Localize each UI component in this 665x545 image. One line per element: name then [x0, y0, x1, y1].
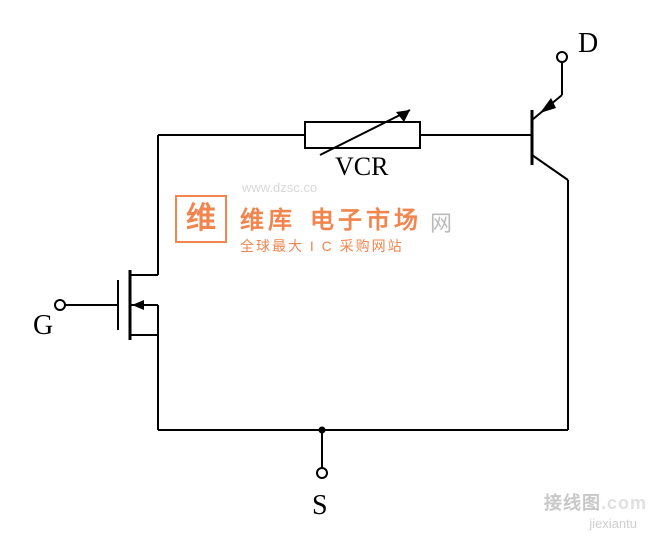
label-g: G [33, 310, 53, 342]
bjt-emitter-arrow [540, 98, 556, 113]
watermark-logo-char: 维 [177, 197, 225, 241]
watermark-bottom-domain: jiexiantu [589, 516, 637, 531]
label-d: D [578, 28, 598, 60]
watermark-domain: www.dzsc.co [242, 180, 317, 195]
circuit-svg [0, 0, 665, 545]
terminal-g-node [55, 300, 65, 310]
watermark-bottom-brand-text: 接线图 [544, 493, 601, 513]
label-s: S [312, 490, 328, 522]
bjt-bottom-leg [532, 155, 568, 180]
watermark-grey-suffix: 网 [430, 206, 452, 238]
mosfet-body-arrow [132, 300, 144, 310]
watermark-line1a: 维库 [240, 200, 296, 235]
vcr-body [305, 122, 420, 148]
terminal-s-node [317, 468, 327, 478]
label-vcr: VCR [335, 152, 388, 182]
junction-s [319, 427, 326, 434]
watermark-line1b: 电子市场 [310, 200, 422, 235]
circuit-diagram-container: G D S VCR 维 维库 电子市场 全球最大 I C 采购网站 网 www.… [0, 0, 665, 545]
watermark-line2: 全球最大 I C 采购网站 [240, 236, 404, 256]
watermark-bottom-brand: 接线图.com [544, 489, 647, 515]
watermark-logo-box: 维 [175, 195, 227, 243]
terminal-d-node [557, 52, 567, 62]
